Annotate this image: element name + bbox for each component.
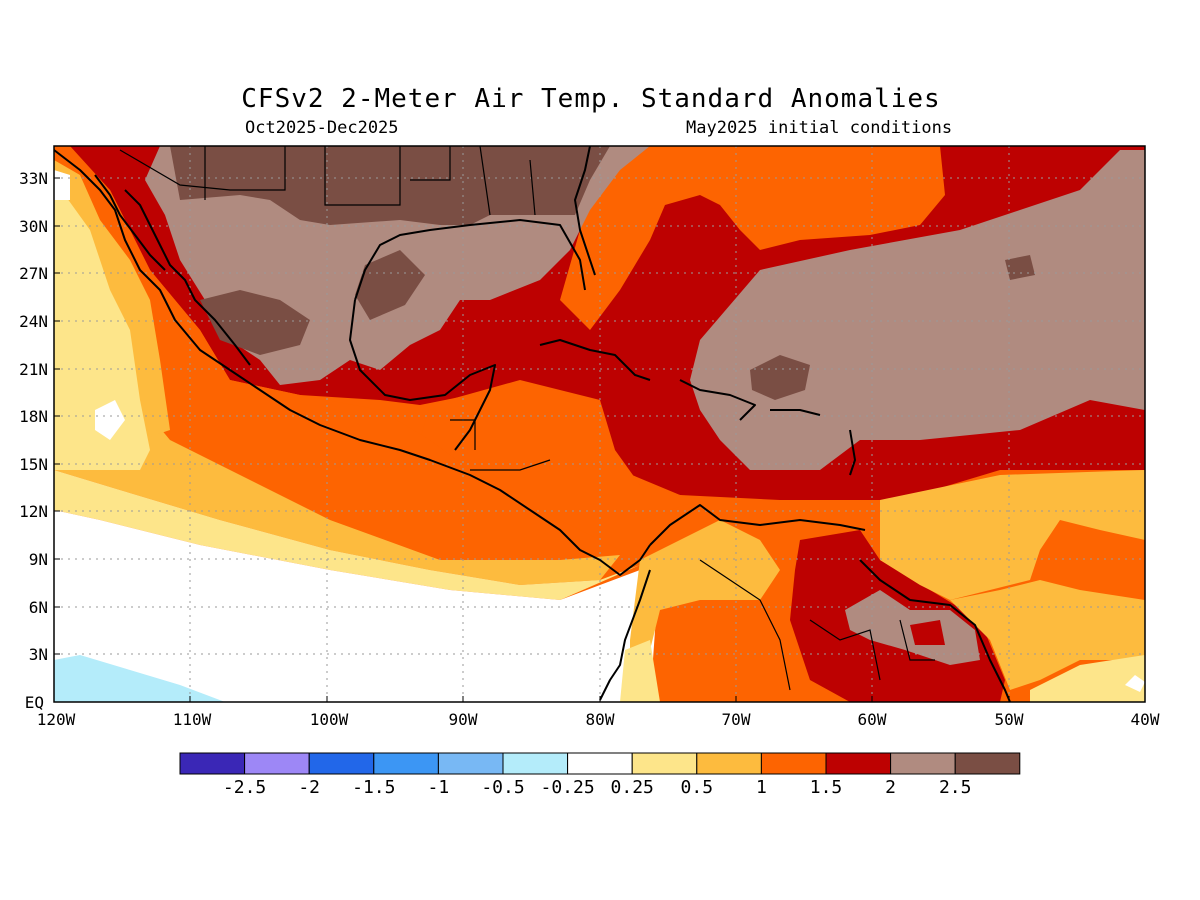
- field-brown-dark-mex: [200, 290, 310, 355]
- colorbar-swatch: [760, 752, 827, 775]
- lat-label: 6N: [29, 598, 48, 617]
- coastline-icon: [54, 146, 1011, 702]
- field-white-pac: [54, 510, 660, 702]
- field-yellow-sa: [620, 640, 660, 702]
- field-brown-dark-tex: [355, 250, 425, 320]
- colorbar-swatch: [631, 752, 698, 775]
- field-lorange-sa: [630, 520, 780, 702]
- lon-label: 60W: [858, 710, 887, 729]
- lat-label: EQ: [25, 693, 44, 712]
- field-yellow-east: [1030, 655, 1145, 702]
- initial-conditions: May2025 initial conditions: [686, 118, 953, 138]
- field-yellow-pac-s: [54, 470, 640, 600]
- field-orange-atl: [560, 146, 945, 330]
- field-lorange-east: [880, 470, 1145, 600]
- colorbar: -2.5 -2 -1.5 -1 -0.5 -0.25 0.25 0.5 1 1.5 2 2.5: [179, 752, 1021, 798]
- lon-label: 80W: [586, 710, 615, 729]
- colorbar-swatch: [179, 752, 246, 775]
- colorbar-label: -1: [428, 777, 450, 798]
- forecast-period: Oct2025-Dec2025: [245, 118, 399, 138]
- grid: [54, 146, 1145, 702]
- chart-title: CFSv2 2-Meter Air Temp. Standard Anomali…: [241, 84, 941, 114]
- field-brown-dark-land: [170, 146, 610, 225]
- colorbar-swatch: [308, 752, 375, 775]
- lat-label: 18N: [19, 407, 48, 426]
- lat-axis: 33N 30N 27N 24N 21N 18N 15N 12N 9N 6N 3N…: [19, 169, 48, 712]
- lon-label: 50W: [995, 710, 1024, 729]
- lon-label: 90W: [449, 710, 478, 729]
- colorbar-label: -0.5: [481, 777, 524, 798]
- field-yellow-pac: [54, 180, 150, 470]
- lon-label: 40W: [1131, 710, 1160, 729]
- field-red-sa2: [910, 620, 945, 645]
- field-white-east: [1125, 675, 1145, 692]
- lat-label: 33N: [19, 169, 48, 188]
- lat-label: 24N: [19, 312, 48, 331]
- colorbar-swatch: [244, 752, 310, 775]
- field-white-spot2: [54, 170, 70, 200]
- colorbar-label: -2: [298, 777, 320, 798]
- lon-label: 110W: [173, 710, 212, 729]
- colorbar-label: 0.25: [611, 777, 654, 798]
- colorbar-label: -0.25: [541, 777, 595, 798]
- field-lorange-pac: [54, 260, 620, 585]
- colorbar-label: 1: [756, 777, 767, 798]
- lon-axis: 120W 110W 100W 90W 80W 70W 60W 50W 40W: [37, 710, 1160, 729]
- axis-ticks: [54, 177, 1010, 702]
- field-lorange-east2: [950, 580, 1145, 690]
- colorbar-swatch: [502, 752, 569, 775]
- field-orange-pac: [54, 146, 620, 560]
- colorbar-label: -2.5: [223, 777, 266, 798]
- lat-label: 30N: [19, 217, 48, 236]
- lon-label: 120W: [37, 710, 76, 729]
- lat-label: 12N: [19, 502, 48, 521]
- lat-label: 3N: [29, 645, 48, 664]
- anomaly-field: [54, 146, 1145, 702]
- colorbar-swatch: [825, 752, 892, 775]
- field-white-spot1: [95, 400, 125, 440]
- colorbar-label: 0.5: [681, 777, 714, 798]
- field-brown-dark-atl2: [1005, 255, 1035, 280]
- field-brown-dark-atl: [750, 355, 810, 400]
- colorbar-label: -1.5: [352, 777, 395, 798]
- colorbar-swatch: [567, 752, 633, 775]
- lat-label: 27N: [19, 264, 48, 283]
- border-icon: [119, 146, 935, 691]
- lon-label: 70W: [722, 710, 751, 729]
- lat-label: 15N: [19, 455, 48, 474]
- colorbar-swatch: [437, 752, 504, 775]
- lon-label: 100W: [310, 710, 349, 729]
- colorbar-swatch: [373, 752, 439, 775]
- lat-label: 9N: [29, 550, 48, 569]
- colorbar-swatch: [954, 752, 1021, 775]
- colorbar-swatch: [890, 752, 956, 775]
- colorbar-label: 1.5: [810, 777, 843, 798]
- colorbar-swatch: [696, 752, 762, 775]
- field-blue-pac: [54, 655, 225, 702]
- colorbar-label: 2.5: [939, 777, 972, 798]
- lat-label: 21N: [19, 360, 48, 379]
- colorbar-label: 2: [885, 777, 896, 798]
